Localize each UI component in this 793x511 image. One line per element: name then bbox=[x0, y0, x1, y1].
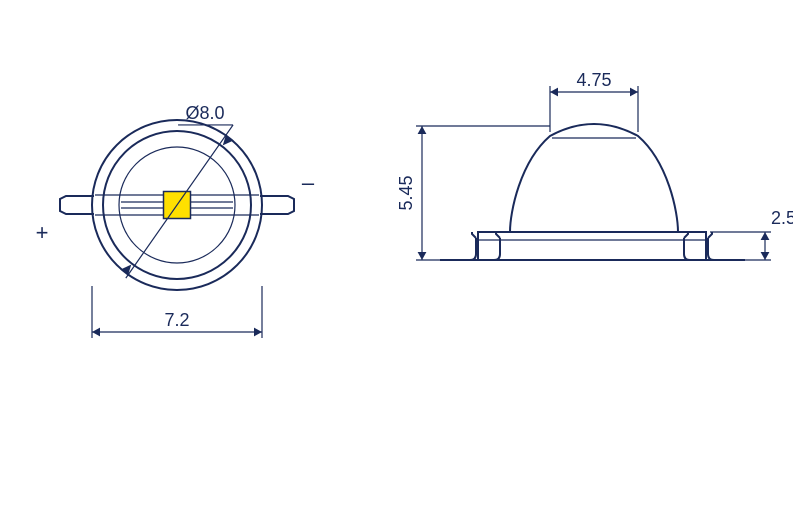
cathode-pad bbox=[260, 196, 294, 214]
anode-symbol: + bbox=[36, 220, 49, 245]
dim-dome-width: 4.75 bbox=[576, 70, 611, 90]
cathode-symbol: – bbox=[302, 170, 315, 195]
body-outline bbox=[478, 232, 706, 260]
lead-foot bbox=[480, 238, 500, 260]
lead-foot bbox=[456, 238, 476, 260]
lead-foot bbox=[708, 238, 728, 260]
dome-lens bbox=[510, 124, 678, 232]
led-drawing: + – Ø8.0 7.2 4.75 5.45 2.5 bbox=[0, 0, 793, 506]
dim-width-top: 7.2 bbox=[164, 310, 189, 330]
lead-foot bbox=[684, 238, 704, 260]
dim-body-height: 2.5 bbox=[771, 208, 793, 228]
anode-pad bbox=[60, 196, 94, 214]
dim-diameter: Ø8.0 bbox=[186, 103, 225, 123]
dim-total-height: 5.45 bbox=[396, 175, 416, 210]
